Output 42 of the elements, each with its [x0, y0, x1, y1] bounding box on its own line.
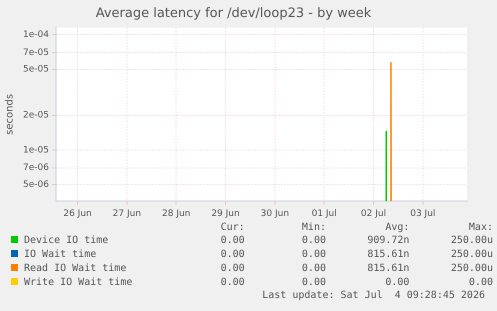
text: 0.00 — [220, 276, 246, 290]
y-axis-title: seconds — [4, 94, 16, 135]
text: 250.00u — [450, 262, 494, 276]
chart-title: Average latency for /dev/loop23 - by week — [96, 6, 372, 22]
text: Min: — [300, 222, 327, 234]
y-tick-label: 1e-04 — [22, 30, 50, 40]
text: 250.00u — [450, 248, 494, 262]
x-tick-label: 02 Jul — [360, 208, 386, 219]
text: 0.00 — [300, 234, 327, 248]
text: Cur: — [220, 222, 246, 234]
x-tick-label: 29 Jun — [211, 208, 240, 219]
text: 909.72n — [366, 234, 410, 248]
legend-label: IO Wait time — [24, 249, 96, 260]
x-tick-label: 28 Jun — [162, 208, 190, 219]
text: 250.00u — [450, 234, 494, 248]
y-tick-label: 5e-06 — [22, 180, 50, 190]
x-tick-label: 27 Jun — [112, 208, 142, 219]
legend-label: Write IO Wait time — [24, 277, 132, 288]
x-tick-label: 26 Jun — [63, 208, 92, 219]
y-tick-label: 7e-05 — [22, 48, 49, 58]
text: 815.61n — [366, 248, 410, 262]
text: 815.61n — [366, 262, 410, 276]
y-tick-label: 7e-06 — [22, 163, 50, 174]
x-tick-label: 03 Jul — [410, 208, 436, 219]
text: 0.00 — [300, 248, 327, 262]
x-tick-label: 30 Jun — [260, 208, 290, 219]
text: Avg: — [384, 222, 410, 234]
text: Last update: Sat Jul 4 09:28:45 2026 — [261, 290, 485, 301]
y-tick-label: 2e-05 — [22, 110, 49, 121]
text: 0.00 — [220, 262, 246, 276]
y-tick-label: 5e-05 — [22, 64, 49, 75]
text: 0.00 — [220, 248, 246, 262]
legend-label: Read IO Wait time — [24, 263, 126, 274]
text: 0.00 — [220, 234, 246, 248]
legend-label: Device IO time — [24, 235, 108, 246]
y-tick-label: 1e-05 — [22, 145, 49, 156]
text: 0.00 — [300, 276, 327, 290]
text: 0.00 — [300, 262, 327, 276]
text: Max: — [468, 222, 494, 234]
text: 0.00 — [384, 276, 410, 290]
text: 0.00 — [468, 276, 494, 290]
x-tick-label: 01 Jul — [312, 208, 337, 219]
